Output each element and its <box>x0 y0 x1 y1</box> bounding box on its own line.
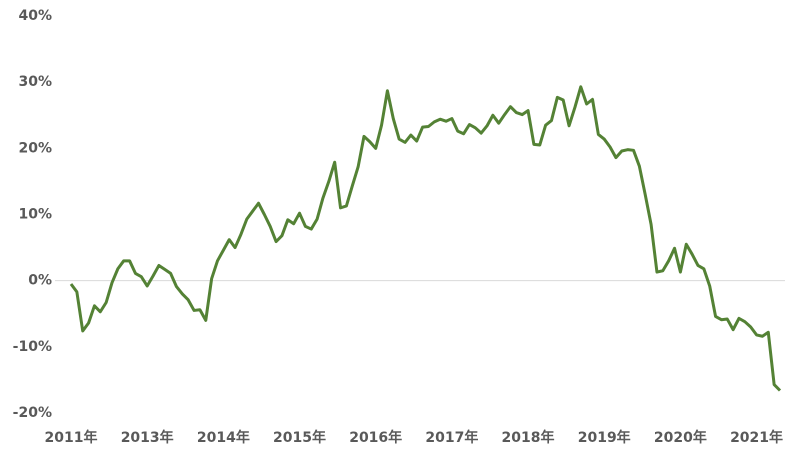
x-tick-label: 2020年 <box>654 429 707 446</box>
x-tick-label: 2021年 <box>730 429 783 446</box>
data-line <box>69 85 782 392</box>
y-tick-label: 10% <box>18 207 52 223</box>
y-tick-label: -10% <box>13 339 52 355</box>
x-tick-label: 2014年 <box>197 429 250 446</box>
x-tick-label: 2017年 <box>425 429 478 446</box>
x-tick-label: 2016年 <box>349 429 402 446</box>
x-tick-label: 2019年 <box>578 429 631 446</box>
x-tick-label: 2013年 <box>121 429 174 446</box>
y-tick-label: 0% <box>28 273 52 289</box>
y-tick-label: -20% <box>13 405 52 421</box>
x-tick-label: 2011年 <box>45 429 98 446</box>
y-tick-label: 20% <box>18 140 52 156</box>
x-tick-label: 2018年 <box>502 429 555 446</box>
y-tick-label: 30% <box>18 74 52 90</box>
x-tick-label: 2015年 <box>273 429 326 446</box>
y-tick-label: 40% <box>18 8 52 24</box>
